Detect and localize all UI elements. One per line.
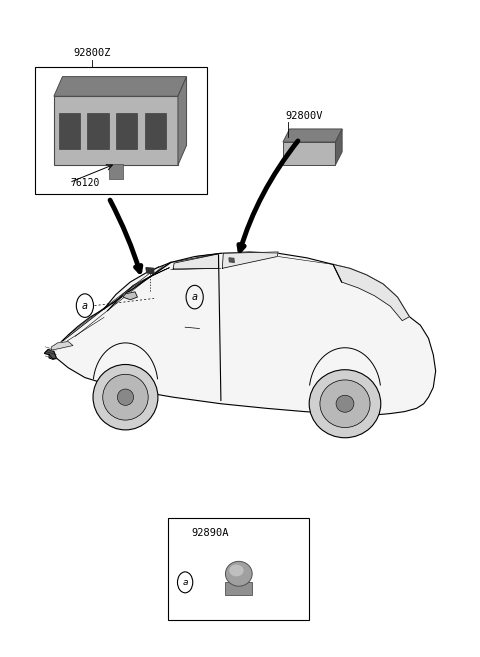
Polygon shape	[283, 142, 336, 165]
Text: 76120: 76120	[71, 177, 100, 188]
Text: 92890A: 92890A	[192, 528, 229, 538]
Polygon shape	[49, 252, 436, 415]
Text: a: a	[192, 292, 198, 302]
Ellipse shape	[320, 380, 370, 428]
Polygon shape	[54, 77, 187, 97]
Ellipse shape	[117, 389, 133, 405]
Bar	[87, 112, 109, 148]
Polygon shape	[178, 77, 187, 165]
Ellipse shape	[336, 396, 354, 412]
Bar	[168, 518, 309, 620]
Polygon shape	[51, 342, 73, 350]
Text: 92800V: 92800V	[285, 111, 323, 121]
Polygon shape	[283, 129, 342, 142]
Polygon shape	[108, 267, 169, 311]
Text: a: a	[182, 578, 188, 587]
Polygon shape	[54, 97, 178, 165]
Ellipse shape	[229, 564, 243, 576]
Polygon shape	[173, 254, 218, 269]
Polygon shape	[229, 258, 234, 262]
Ellipse shape	[103, 374, 148, 420]
Ellipse shape	[93, 365, 158, 430]
Bar	[59, 112, 80, 148]
Bar	[35, 67, 206, 194]
Ellipse shape	[226, 561, 252, 586]
Polygon shape	[123, 292, 137, 300]
Polygon shape	[146, 267, 154, 273]
Polygon shape	[333, 264, 409, 321]
Ellipse shape	[309, 370, 381, 438]
Polygon shape	[44, 350, 56, 359]
Bar	[144, 112, 166, 148]
Bar	[116, 112, 137, 148]
Polygon shape	[222, 252, 278, 268]
Bar	[109, 164, 123, 179]
Polygon shape	[336, 129, 342, 165]
Text: a: a	[82, 301, 88, 311]
Bar	[226, 582, 252, 595]
Text: 92800Z: 92800Z	[73, 49, 111, 58]
